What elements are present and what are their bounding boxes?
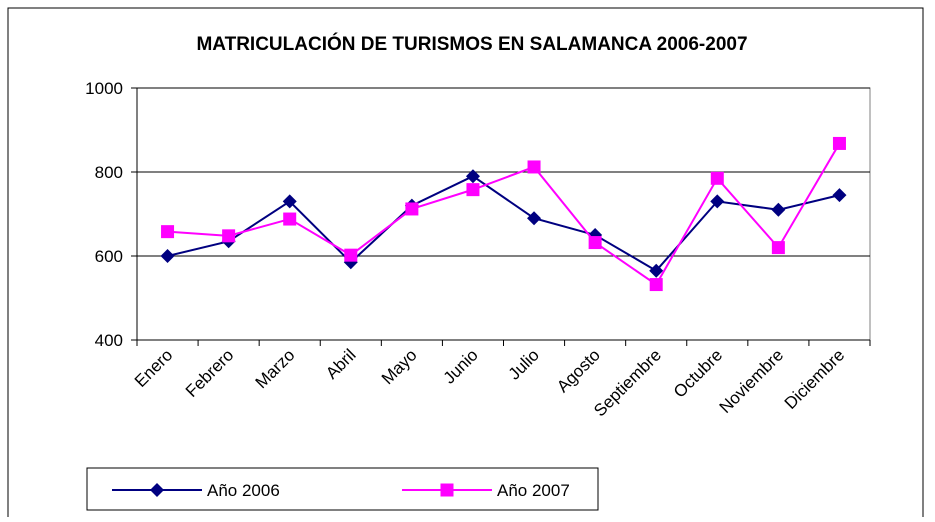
data-point xyxy=(343,255,358,270)
data-point xyxy=(649,278,663,292)
data-point xyxy=(771,202,786,217)
data-point xyxy=(150,483,164,497)
data-point xyxy=(588,236,602,250)
y-tick-label: 600 xyxy=(95,247,123,266)
data-point xyxy=(771,241,785,255)
data-point xyxy=(160,249,175,263)
data-point xyxy=(161,225,175,239)
plot-area xyxy=(136,87,871,341)
data-point xyxy=(344,248,358,262)
data-point xyxy=(283,212,297,226)
line-series xyxy=(167,175,840,272)
data-point xyxy=(527,211,542,226)
legend-label: Año 2007 xyxy=(497,481,570,500)
data-point xyxy=(832,136,846,150)
data-point xyxy=(649,263,664,278)
data-point xyxy=(710,194,725,209)
line-series xyxy=(167,142,841,286)
y-tick-label: 1000 xyxy=(85,79,123,98)
data-point xyxy=(282,194,297,209)
y-tick-label: 800 xyxy=(95,163,123,182)
y-tick-label: 400 xyxy=(95,331,123,350)
data-point xyxy=(832,188,847,203)
data-point xyxy=(440,483,454,497)
data-point xyxy=(527,160,541,174)
data-point xyxy=(405,202,419,216)
legend-label: Año 2006 xyxy=(207,481,280,500)
data-point xyxy=(222,229,236,243)
data-point xyxy=(465,169,480,184)
chart-title: MATRICULACIÓN DE TURISMOS EN SALAMANCA 2… xyxy=(196,33,747,55)
data-point xyxy=(710,171,724,185)
data-point xyxy=(466,183,480,197)
